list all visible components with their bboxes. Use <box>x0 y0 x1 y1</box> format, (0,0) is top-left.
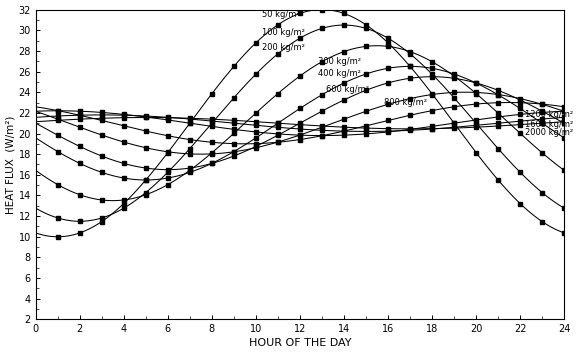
X-axis label: HOUR OF THE DAY: HOUR OF THE DAY <box>249 338 351 348</box>
Text: 100 kg/m²: 100 kg/m² <box>262 28 305 37</box>
Text: 50 kg/m²: 50 kg/m² <box>262 10 300 19</box>
Text: 600 kg/m²: 600 kg/m² <box>326 85 369 93</box>
Text: 200 kg/m²: 200 kg/m² <box>262 43 305 52</box>
Text: 300 kg/m²: 300 kg/m² <box>318 57 360 66</box>
Y-axis label: HEAT FLUX  (W/m²): HEAT FLUX (W/m²) <box>6 115 16 214</box>
Text: 800 kg/m²: 800 kg/m² <box>384 98 426 107</box>
Text: 1200 kg/m²: 1200 kg/m² <box>524 110 573 119</box>
Text: 400 kg/m²: 400 kg/m² <box>318 69 360 78</box>
Text: 2000 kg/m²: 2000 kg/m² <box>524 128 573 137</box>
Text: 1600 kg/m²: 1600 kg/m² <box>524 120 573 129</box>
